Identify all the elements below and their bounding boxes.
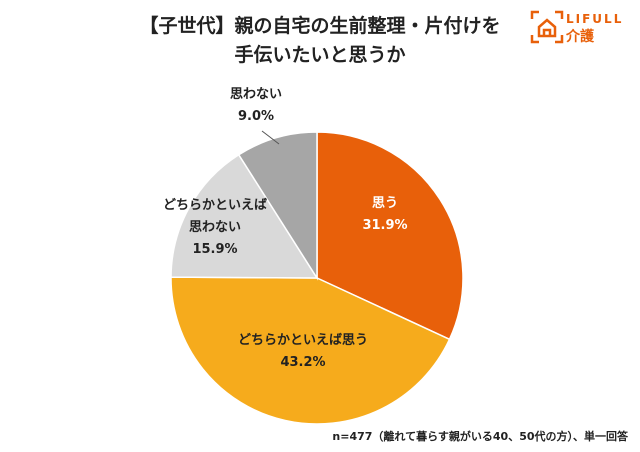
slice-label-name: 思わない: [229, 87, 283, 102]
slice-label-name: どちらかといえば: [162, 198, 268, 213]
slice-label: 思う 31.9%: [362, 193, 407, 237]
slice-label-value: 31.9%: [362, 218, 408, 233]
slice-label-value: 9.0%: [237, 109, 275, 124]
logo-text-ja: 介護: [566, 29, 594, 45]
slice-label: どちらかといえば思う 43.2%: [238, 330, 368, 374]
house-icon: [530, 10, 564, 44]
logo-text-en: LIFULL: [566, 12, 624, 26]
pie-slice: [237, 131, 318, 281]
slice-label: 思わない 9.0%: [230, 84, 282, 128]
lifull-logo: LIFULL 介護: [530, 10, 630, 45]
slice-label: どちらかといえば 思わない 15.9%: [163, 195, 267, 261]
sample-note: n=477（離れて暮らす親がいる40、50代の方）、単一回答: [332, 430, 628, 443]
slice-label-name: 思う: [371, 196, 399, 211]
title-line-1: 【子世代】親の自宅の生前整理・片付けを: [139, 15, 501, 37]
title-line-2: 手伝いたいと思うか: [234, 44, 406, 66]
slice-label-name: どちらかといえば思う: [237, 333, 369, 348]
pie-slice: [170, 153, 319, 279]
slice-label-value: 15.9%: [192, 242, 238, 257]
pie-slice: [316, 131, 464, 341]
slice-label-value: 43.2%: [280, 355, 326, 370]
slice-label-name: 思わない: [188, 220, 242, 235]
pie-slice: [170, 276, 451, 425]
leader-line: [261, 130, 280, 145]
chart-title: 【子世代】親の自宅の生前整理・片付けを 手伝いたいと思うか: [0, 12, 640, 70]
